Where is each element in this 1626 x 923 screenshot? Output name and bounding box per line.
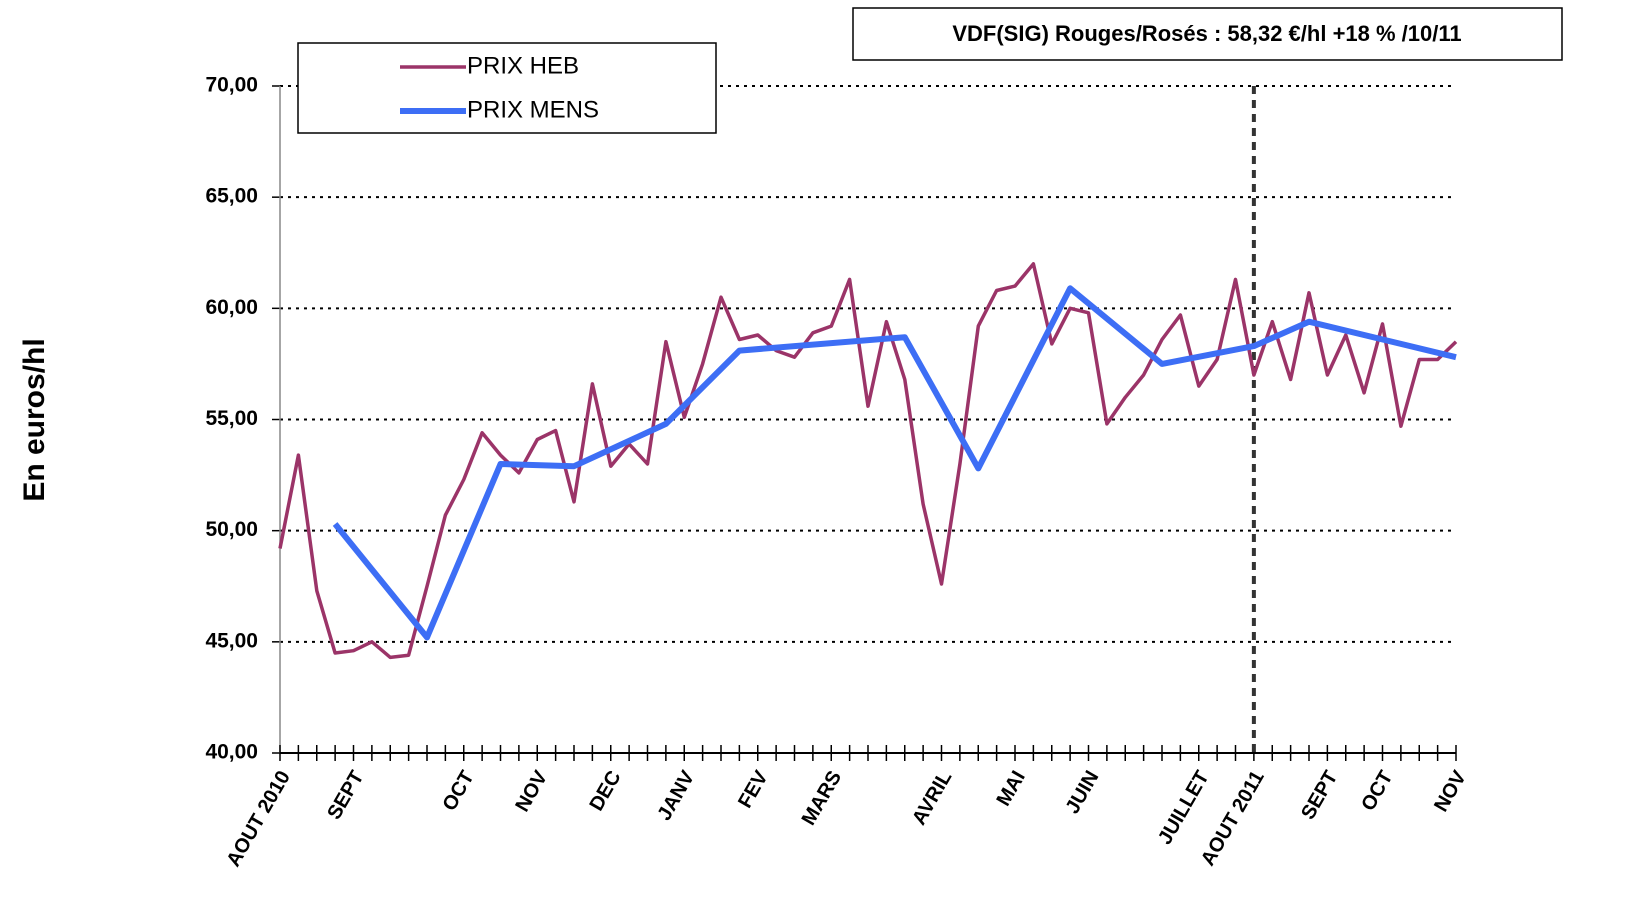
- x-tick-label: AVRIL: [908, 767, 956, 829]
- annotation-box: [852, 7, 1563, 61]
- y-tick-label: 45,00: [205, 629, 258, 652]
- x-tick-label: NOV: [1430, 767, 1471, 816]
- y-tick-label: 50,00: [205, 518, 258, 541]
- y-tick-label: 40,00: [205, 741, 258, 764]
- y-tick-label: 60,00: [205, 296, 258, 319]
- x-tick-label: NOV: [511, 767, 552, 816]
- legend-box: [297, 42, 717, 134]
- legend-label: PRIX MENS: [467, 96, 599, 123]
- x-tick-label: OCT: [438, 767, 478, 815]
- legend-label: PRIX HEB: [467, 52, 579, 79]
- y-tick-label: 70,00: [205, 74, 258, 97]
- x-tick-label: JANV: [653, 767, 699, 825]
- x-tick-label: MARS: [798, 767, 846, 829]
- x-tick-label: FEV: [734, 767, 773, 812]
- x-tick-label: JUIN: [1062, 767, 1104, 817]
- x-tick-label: SEPT: [323, 767, 368, 823]
- x-tick-label: OCT: [1357, 767, 1397, 815]
- y-axis-label: En euros/hl: [18, 338, 51, 501]
- x-tick-label: SEPT: [1297, 767, 1342, 823]
- x-tick-label: JUILLET: [1154, 767, 1214, 848]
- series-line: [278, 262, 1458, 660]
- y-tick-label: 55,00: [205, 407, 258, 430]
- x-tick-label: MAI: [993, 767, 1030, 810]
- x-tick-label: AOUT 2010: [222, 767, 294, 870]
- x-tick-label: DEC: [585, 767, 625, 815]
- y-tick-label: 65,00: [205, 185, 258, 208]
- series-line: [332, 285, 1457, 641]
- annotation: VDF(SIG) Rouges/Rosés : 58,32 €/hl +18 %…: [952, 21, 1461, 46]
